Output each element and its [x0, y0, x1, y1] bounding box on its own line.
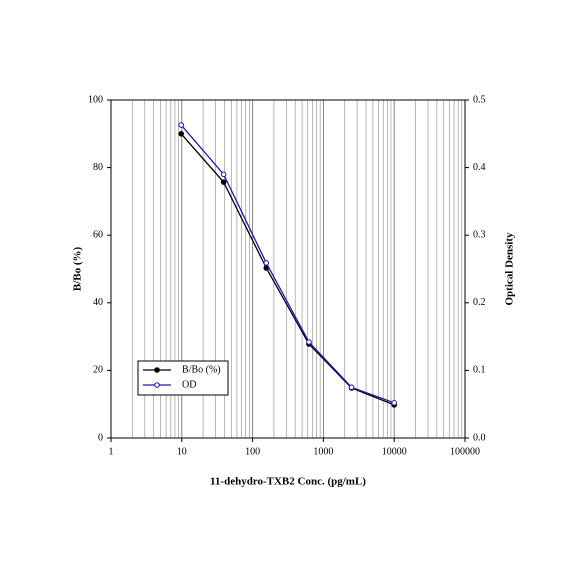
- legend-label: B/Bo (%): [182, 364, 221, 375]
- y-axis-label: B/Bo (%): [72, 247, 84, 292]
- plot-frame: [110, 99, 466, 439]
- x-tick-label: 1000: [313, 446, 333, 457]
- y2-tick-label: 0.4: [473, 162, 486, 173]
- x-tick-label: 1: [109, 446, 114, 457]
- data-point: [220, 171, 227, 178]
- y2-tick-label: 0.5: [473, 94, 486, 105]
- series-line: [180, 124, 395, 404]
- data-point: [348, 384, 355, 391]
- legend-marker: [154, 382, 160, 388]
- legend-label: OD: [182, 379, 196, 390]
- y-tick-label: 80: [93, 162, 103, 173]
- y-tick-label: 0: [98, 432, 103, 443]
- x-tick-label: 100000: [450, 446, 480, 457]
- x-axis-label: 11-dehydro-TXB2 Conc. (pg/mL): [210, 476, 366, 488]
- data-point: [220, 179, 227, 185]
- data-point: [178, 131, 184, 137]
- y2-tick-label: 0.2: [473, 297, 486, 308]
- legend-box: [137, 360, 229, 396]
- data-point: [178, 122, 184, 128]
- series-line: [180, 133, 395, 406]
- y2-tick-label: 0.1: [473, 365, 486, 376]
- data-point: [391, 400, 398, 406]
- y2-tick-label: 0.0: [473, 432, 486, 443]
- data-point: [263, 260, 270, 266]
- x-tick-label: 10000: [382, 446, 407, 457]
- y-tick-label: 20: [93, 365, 103, 376]
- y2-axis-label: Optical Density: [504, 232, 516, 306]
- y-tick-label: 40: [93, 297, 103, 308]
- legend-marker: [154, 367, 160, 373]
- x-tick-label: 10: [177, 446, 187, 457]
- y-tick-label: 60: [93, 229, 103, 240]
- x-tick-label: 100: [245, 446, 260, 457]
- data-point: [306, 339, 312, 345]
- y-tick-label: 100: [88, 94, 103, 105]
- y2-tick-label: 0.3: [473, 229, 486, 240]
